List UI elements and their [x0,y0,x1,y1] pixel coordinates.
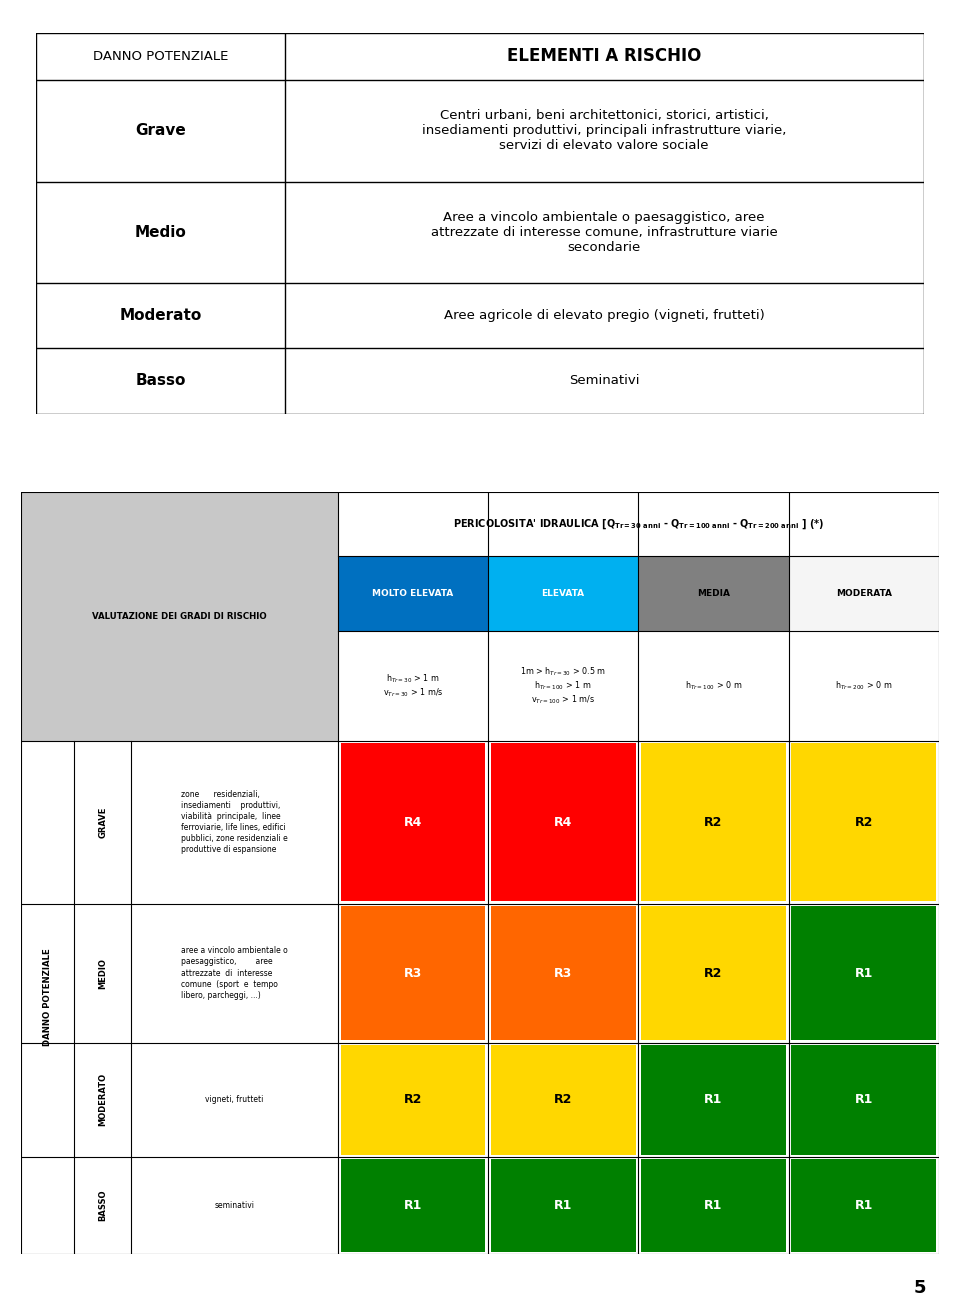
Text: Centri urbani, beni architettonici, storici, artistici,
insediamenti produttivi,: Centri urbani, beni architettonici, stor… [422,109,786,152]
Text: R3: R3 [554,966,572,979]
Text: R1: R1 [404,1199,422,1212]
Bar [338,555,488,630]
Text: R3: R3 [404,966,422,979]
Text: h$_{Tr=30}$ > 1 m
v$_{Tr=30}$ > 1 m/s: h$_{Tr=30}$ > 1 m v$_{Tr=30}$ > 1 m/s [383,672,444,699]
Text: VALUTAZIONE DEI GRADI DI RISCHIO: VALUTAZIONE DEI GRADI DI RISCHIO [92,612,267,621]
Text: ELEMENTI A RISCHIO: ELEMENTI A RISCHIO [507,47,702,66]
Text: DANNO POTENZIALE: DANNO POTENZIALE [93,50,228,63]
Text: DANNO POTENZIALE: DANNO POTENZIALE [43,948,52,1046]
Bar [791,906,936,1040]
Text: vigneti, frutteti: vigneti, frutteti [205,1095,264,1104]
Text: Seminativi: Seminativi [569,374,639,387]
Bar [791,1159,936,1251]
Text: Medio: Medio [134,225,186,240]
Bar [641,743,786,901]
Bar [638,555,788,630]
Text: 5: 5 [914,1279,926,1297]
Text: BASSO: BASSO [98,1190,108,1221]
Text: R2: R2 [705,966,723,979]
Text: MEDIA: MEDIA [697,588,730,597]
Text: MEDIO: MEDIO [98,957,108,989]
Text: ELEVATA: ELEVATA [541,588,585,597]
Text: seminativi: seminativi [214,1201,254,1211]
Bar [491,1045,636,1155]
Text: MOLTO ELEVATA: MOLTO ELEVATA [372,588,453,597]
Text: PERICOLOSITA' IDRAULICA [Q$_{\mathbf{Tr=30\ anni}}$ - Q$_{\mathbf{Tr=100\ anni}}: PERICOLOSITA' IDRAULICA [Q$_{\mathbf{Tr=… [453,517,824,530]
Text: R2: R2 [705,815,723,829]
Text: R1: R1 [854,1094,873,1107]
Text: R4: R4 [554,815,572,829]
Text: 1m > h$_{Tr=30}$ > 0.5 m
h$_{Tr=100}$ > 1 m
v$_{Tr=100}$ > 1 m/s: 1m > h$_{Tr=30}$ > 0.5 m h$_{Tr=100}$ > … [520,666,606,706]
Text: h$_{Tr=200}$ > 0 m: h$_{Tr=200}$ > 0 m [835,679,893,692]
Bar [488,555,638,630]
Text: MODERATA: MODERATA [836,588,892,597]
Text: R2: R2 [404,1094,422,1107]
Bar [641,906,786,1040]
Text: R1: R1 [554,1199,572,1212]
Text: R2: R2 [554,1094,572,1107]
Text: Aree a vincolo ambientale o paesaggistico, aree
attrezzate di interesse comune, : Aree a vincolo ambientale o paesaggistic… [431,210,778,253]
Text: h$_{Tr=100}$ > 0 m: h$_{Tr=100}$ > 0 m [684,679,742,692]
Text: aree a vincolo ambientale o
paesaggistico,        aree
attrezzate  di  interesse: aree a vincolo ambientale o paesaggistic… [181,947,288,999]
Text: GRAVE: GRAVE [98,806,108,838]
Bar [341,906,485,1040]
Bar [341,1045,485,1155]
Text: R1: R1 [854,1199,873,1212]
Bar [641,1159,786,1251]
Bar [341,1159,485,1251]
Text: R1: R1 [854,966,873,979]
Bar [341,743,485,901]
Text: MODERATO: MODERATO [98,1073,108,1127]
Text: Aree agricole di elevato pregio (vigneti, frutteti): Aree agricole di elevato pregio (vigneti… [444,309,764,322]
Text: R4: R4 [404,815,422,829]
Text: Basso: Basso [135,373,186,389]
Bar [491,906,636,1040]
Bar [788,555,939,630]
Bar [791,1045,936,1155]
Text: R2: R2 [854,815,873,829]
Text: R1: R1 [705,1199,723,1212]
Text: Moderato: Moderato [120,309,202,323]
Text: zone      residenziali,
insediamenti    produttivi,
viabilità  principale,  line: zone residenziali, insediamenti produtti… [181,790,288,855]
Bar [491,1159,636,1251]
Text: Grave: Grave [135,123,186,138]
Bar [21,492,338,741]
Bar [641,1045,786,1155]
Bar [491,743,636,901]
Bar [791,743,936,901]
Text: R1: R1 [705,1094,723,1107]
